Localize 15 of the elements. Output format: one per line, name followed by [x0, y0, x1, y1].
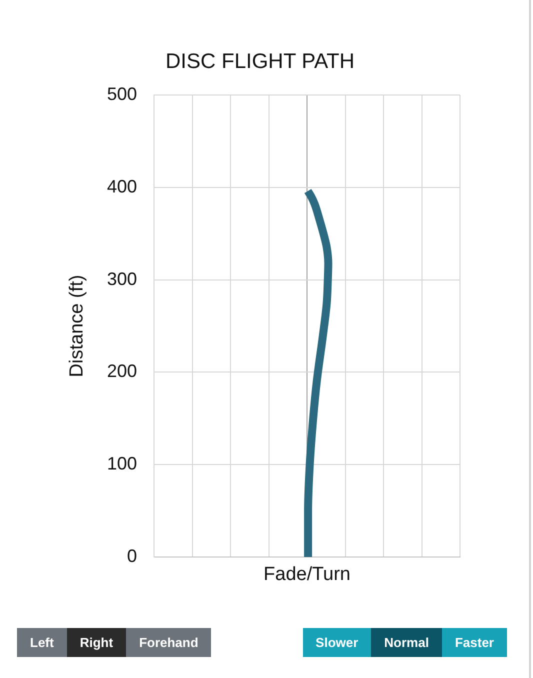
option-button: Faster	[442, 628, 507, 657]
option-button: Right	[66, 628, 126, 657]
chart-title: DISC FLIGHT PATH	[164, 49, 356, 75]
option-button: Slower	[302, 628, 372, 657]
y-axis-title: Distance (ft)	[66, 274, 88, 378]
y-tick-label: 400	[106, 176, 137, 196]
y-tick-label: 500	[106, 84, 137, 104]
option-button: Normal	[371, 628, 442, 657]
y-tick-label: 0	[126, 546, 137, 566]
option-button: Left	[17, 628, 67, 657]
y-tick-label: 100	[106, 454, 137, 474]
x-axis-title: Fade/Turn	[264, 564, 350, 585]
option-button: Forehand	[126, 628, 212, 657]
y-tick-label: 300	[106, 268, 137, 289]
y-tick-label: 200	[106, 361, 137, 382]
